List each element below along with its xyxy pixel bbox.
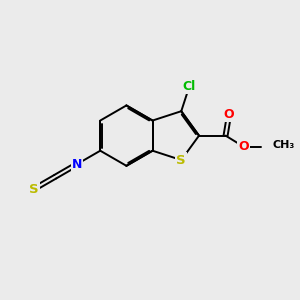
- Text: O: O: [224, 108, 234, 122]
- Text: S: S: [29, 183, 39, 196]
- Text: O: O: [238, 140, 249, 153]
- Text: CH₃: CH₃: [272, 140, 294, 150]
- Text: Cl: Cl: [183, 80, 196, 93]
- Text: S: S: [176, 154, 186, 166]
- Text: N: N: [71, 158, 82, 171]
